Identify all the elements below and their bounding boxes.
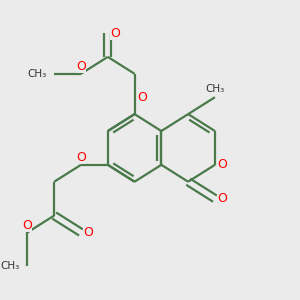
Text: O: O xyxy=(110,27,120,40)
Text: CH₃: CH₃ xyxy=(0,261,20,271)
Text: O: O xyxy=(76,60,86,73)
Text: O: O xyxy=(217,158,227,171)
Text: O: O xyxy=(22,219,32,232)
Text: CH₃: CH₃ xyxy=(205,84,225,94)
Text: O: O xyxy=(217,192,227,205)
Text: O: O xyxy=(83,226,93,239)
Text: O: O xyxy=(76,151,86,164)
Text: O: O xyxy=(137,91,147,104)
Text: CH₃: CH₃ xyxy=(27,69,46,79)
